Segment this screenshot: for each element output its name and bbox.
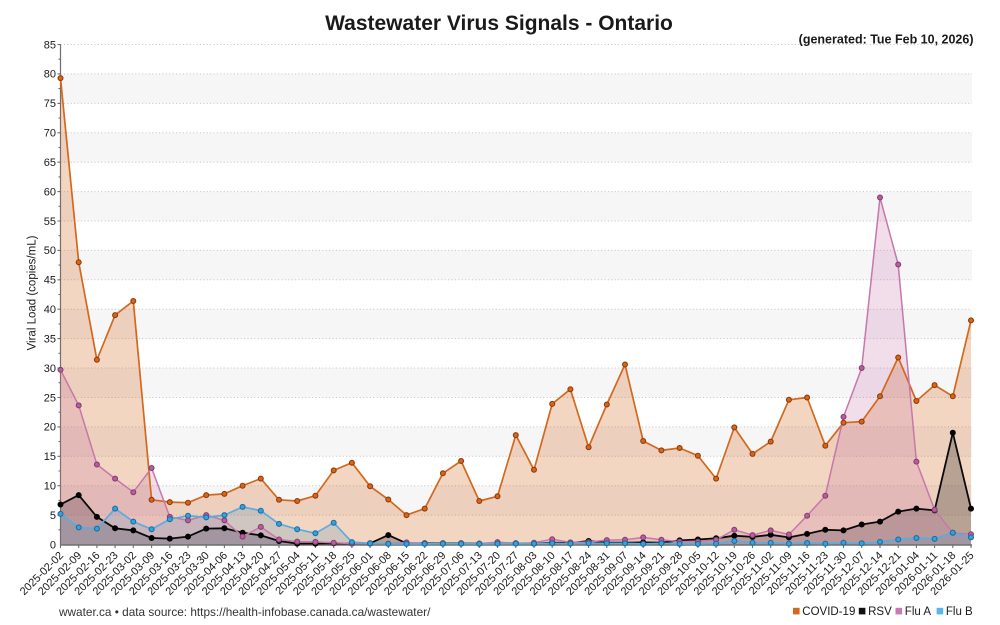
svg-text:80: 80 [44,69,56,81]
svg-text:0: 0 [50,539,56,551]
svg-text:35: 35 [44,333,56,345]
svg-text:25: 25 [44,392,56,404]
svg-text:wwater.ca • data source: https: wwater.ca • data source: https://health-… [58,605,431,619]
svg-text:Flu A: Flu A [905,606,932,618]
svg-text:Flu B: Flu B [946,606,973,618]
svg-text:RSV: RSV [868,606,892,618]
svg-text:20: 20 [44,422,56,434]
svg-text:65: 65 [44,157,56,169]
svg-text:Viral Load (copies/mL): Viral Load (copies/mL) [27,235,39,350]
svg-text:10: 10 [44,481,56,493]
svg-text:15: 15 [44,451,56,463]
svg-text:85: 85 [44,39,56,51]
svg-text:45: 45 [44,275,56,287]
svg-text:50: 50 [44,245,56,257]
svg-text:5: 5 [50,510,56,522]
svg-text:30: 30 [44,363,56,375]
svg-text:75: 75 [44,98,56,110]
svg-text:60: 60 [44,186,56,198]
svg-text:55: 55 [44,216,56,228]
svg-text:70: 70 [44,128,56,140]
svg-text:40: 40 [44,304,56,316]
svg-text:(generated: Tue Feb 10, 2026): (generated: Tue Feb 10, 2026) [799,33,974,47]
svg-text:Wastewater Virus Signals - Ont: Wastewater Virus Signals - Ontario [325,12,673,35]
svg-text:COVID-19: COVID-19 [802,606,855,618]
